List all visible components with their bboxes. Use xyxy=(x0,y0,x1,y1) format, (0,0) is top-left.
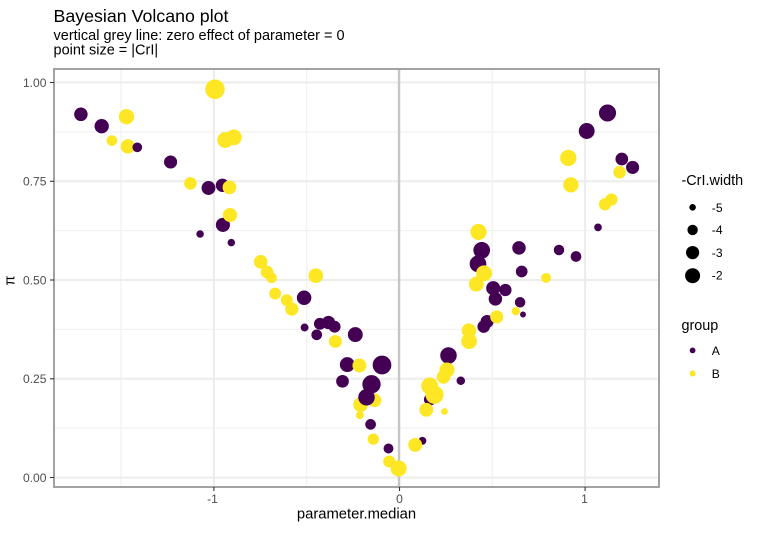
svg-text:0.00: 0.00 xyxy=(23,471,47,485)
svg-text:0.50: 0.50 xyxy=(23,273,47,287)
svg-text:-4: -4 xyxy=(712,223,723,237)
svg-text:parameter.median: parameter.median xyxy=(297,507,416,523)
svg-text:-5: -5 xyxy=(712,201,723,215)
svg-text:A: A xyxy=(712,344,721,358)
svg-text:π: π xyxy=(3,275,19,285)
svg-text:0.75: 0.75 xyxy=(23,175,47,189)
svg-text:-1: -1 xyxy=(207,492,218,506)
svg-text:-CrI.width: -CrI.width xyxy=(682,173,744,189)
svg-text:-2: -2 xyxy=(712,269,723,283)
svg-text:point size = |CrI|: point size = |CrI| xyxy=(54,42,159,58)
svg-text:-3: -3 xyxy=(712,246,723,260)
svg-text:group: group xyxy=(682,318,719,334)
svg-text:0: 0 xyxy=(396,492,403,506)
svg-text:Bayesian Volcano plot: Bayesian Volcano plot xyxy=(54,6,229,26)
svg-text:1: 1 xyxy=(581,492,588,506)
svg-text:B: B xyxy=(712,367,720,381)
svg-text:1.00: 1.00 xyxy=(23,76,47,90)
svg-text:0.25: 0.25 xyxy=(23,372,47,386)
svg-text:vertical grey line: zero effec: vertical grey line: zero effect of param… xyxy=(54,28,345,44)
